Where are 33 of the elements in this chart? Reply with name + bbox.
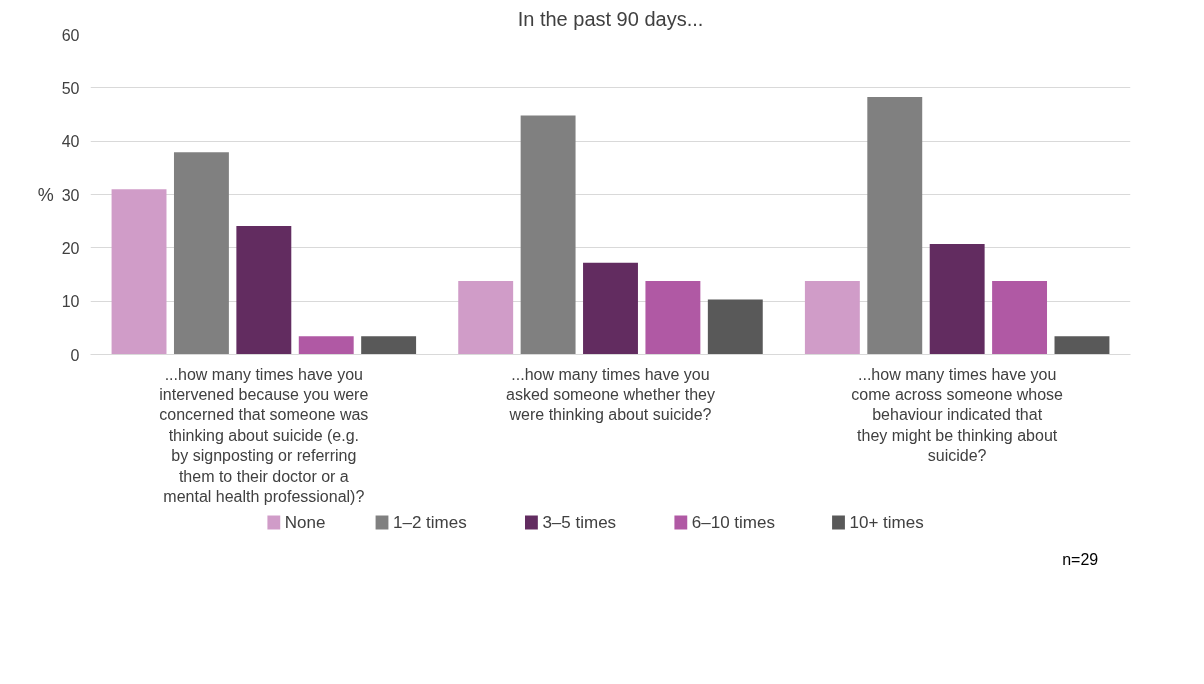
y-tick-label: 60: [61, 26, 80, 44]
legend-label: 3–5 times: [542, 513, 617, 532]
legend-label: 10+ times: [849, 513, 924, 532]
bar: [929, 244, 985, 355]
x-tick-label: ...how many times have you come across someone whose behaviour indicated that they might be thinking about suicide?: [851, 365, 1064, 465]
bar: [111, 189, 167, 355]
x-tick-label: ...how many times have you asked someone whether they were thinking about suicide?: [505, 365, 716, 424]
bar: [236, 225, 292, 355]
bar: [583, 262, 638, 355]
x-tick-label: ...how many times have you intervened because you were concerned that someone was thinking about suicide (e.g. by signposting or referring them to their doctor or a mental health professional)?: [159, 365, 369, 505]
legend-label: 1–2 times: [393, 513, 467, 532]
y-tick-label: 40: [61, 133, 80, 151]
legend-label: None: [284, 513, 326, 532]
bar: [520, 115, 576, 355]
y-tick-label: 30: [61, 186, 80, 204]
y-tick-label: 10: [61, 293, 80, 311]
bar: [458, 280, 514, 355]
bar: [645, 280, 701, 355]
bar: [992, 280, 1048, 355]
bar: [298, 336, 354, 355]
y-tick-label: 0: [70, 346, 80, 364]
chart-title: In the past 90 days...: [517, 7, 704, 30]
bar: [707, 299, 763, 355]
bar: [867, 96, 923, 355]
text: n=29: [1062, 550, 1099, 568]
bar: [361, 336, 417, 355]
y-tick-label: 50: [61, 79, 80, 97]
bar: [804, 280, 860, 355]
y-axis-title: %: [37, 184, 54, 205]
bar: [173, 152, 229, 355]
y-tick-label: 20: [61, 239, 80, 257]
legend-label: 6–10 times: [691, 513, 776, 532]
bar: [1054, 336, 1110, 355]
